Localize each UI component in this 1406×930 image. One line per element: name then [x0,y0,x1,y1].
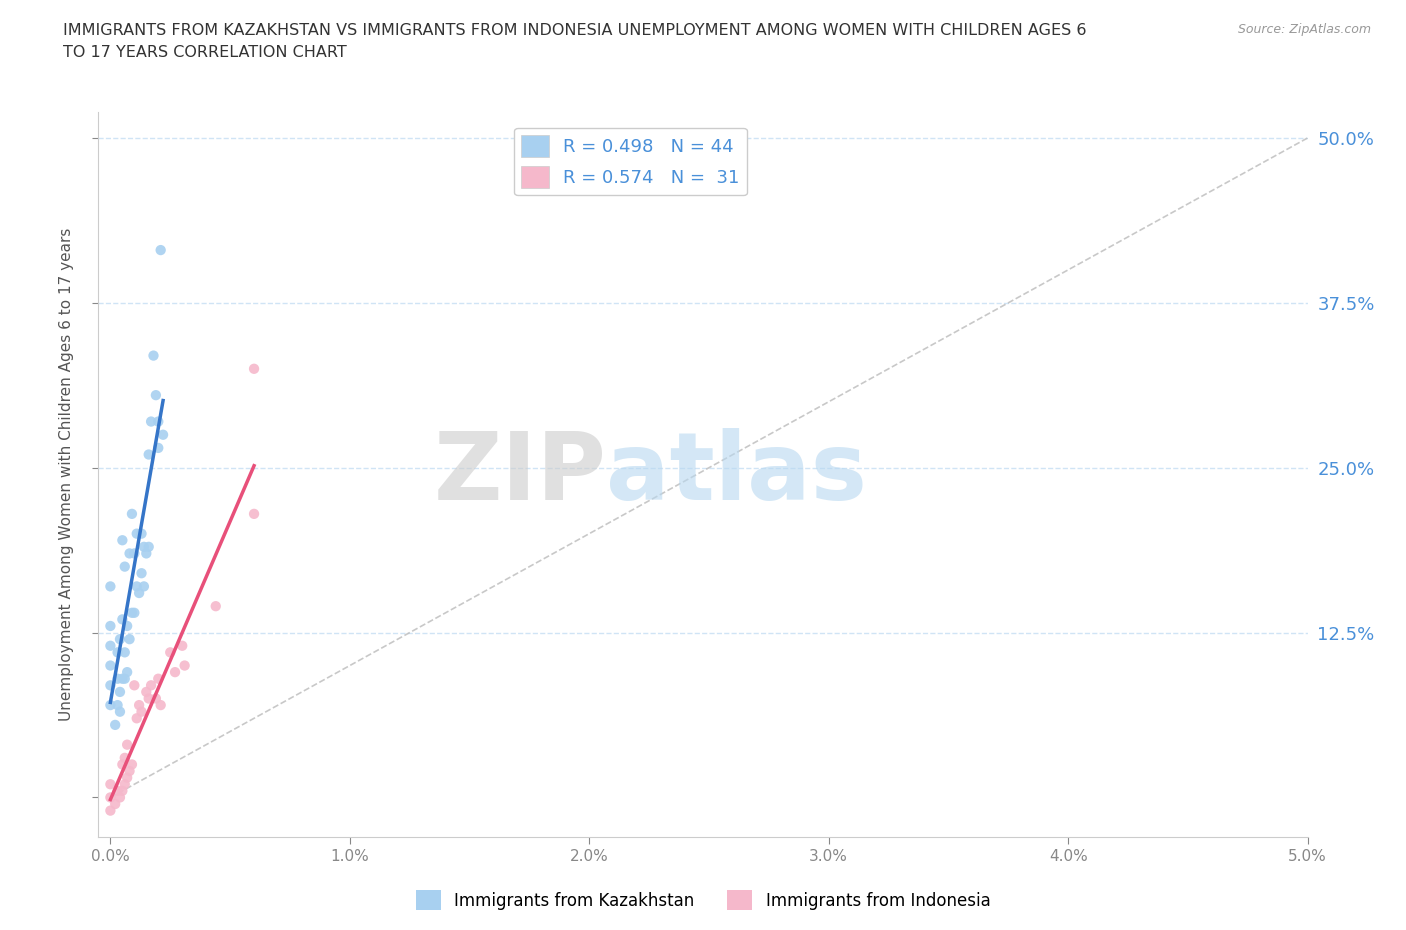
Point [131,565,153,580]
Point [135,684,157,699]
Point [163,665,186,680]
Point [152,427,174,442]
Point [138,539,160,554]
Legend: R = 0.498   N = 44, R = 0.574   N =  31: R = 0.498 N = 44, R = 0.574 N = 31 [515,128,747,195]
Point [148,671,170,686]
Point [145,691,167,706]
Point [149,243,172,258]
Point [104,797,127,812]
Point [118,764,141,778]
Point [148,414,170,429]
Point [108,631,131,646]
Point [149,698,172,712]
Point [107,783,129,798]
Point [139,678,162,693]
Point [100,618,122,633]
Point [172,638,194,653]
Point [138,447,160,462]
Point [159,644,181,659]
Point [125,579,148,594]
Point [100,804,122,818]
Point [243,507,266,522]
Point [132,579,155,594]
Point [139,414,162,429]
Point [173,658,195,673]
Point [135,546,157,561]
Point [107,698,129,712]
Point [124,546,146,561]
Point [100,638,122,653]
Point [121,757,143,772]
Point [115,737,138,752]
Point [121,605,143,620]
Text: atlas: atlas [606,429,868,520]
Point [111,783,134,798]
Point [114,559,136,574]
Point [100,678,122,693]
Point [132,539,155,554]
Point [145,388,167,403]
Point [100,698,122,712]
Point [111,533,134,548]
Legend: Immigrants from Kazakhstan, Immigrants from Indonesia: Immigrants from Kazakhstan, Immigrants f… [409,884,997,917]
Point [128,698,150,712]
Point [115,618,138,633]
Point [125,711,148,725]
Point [100,658,122,673]
Point [204,599,226,614]
Point [124,605,146,620]
Y-axis label: Unemployment Among Women with Children Ages 6 to 17 years: Unemployment Among Women with Children A… [59,228,75,721]
Point [115,770,138,785]
Point [118,546,141,561]
Text: Source: ZipAtlas.com: Source: ZipAtlas.com [1237,23,1371,36]
Point [111,612,134,627]
Point [108,684,131,699]
Point [111,671,134,686]
Point [107,644,129,659]
Point [114,671,136,686]
Point [138,691,160,706]
Point [108,790,131,804]
Point [118,631,141,646]
Point [114,644,136,659]
Point [128,586,150,601]
Point [115,665,138,680]
Point [114,777,136,791]
Point [100,790,122,804]
Point [100,579,122,594]
Point [100,777,122,791]
Point [104,717,127,732]
Point [125,526,148,541]
Point [111,757,134,772]
Point [124,678,146,693]
Point [142,348,165,363]
Point [131,526,153,541]
Point [108,704,131,719]
Point [148,441,170,456]
Point [107,671,129,686]
Text: TO 17 YEARS CORRELATION CHART: TO 17 YEARS CORRELATION CHART [63,45,347,60]
Point [121,507,143,522]
Text: ZIP: ZIP [433,429,606,520]
Point [243,362,266,377]
Point [114,751,136,765]
Text: IMMIGRANTS FROM KAZAKHSTAN VS IMMIGRANTS FROM INDONESIA UNEMPLOYMENT AMONG WOMEN: IMMIGRANTS FROM KAZAKHSTAN VS IMMIGRANTS… [63,23,1087,38]
Point [131,704,153,719]
